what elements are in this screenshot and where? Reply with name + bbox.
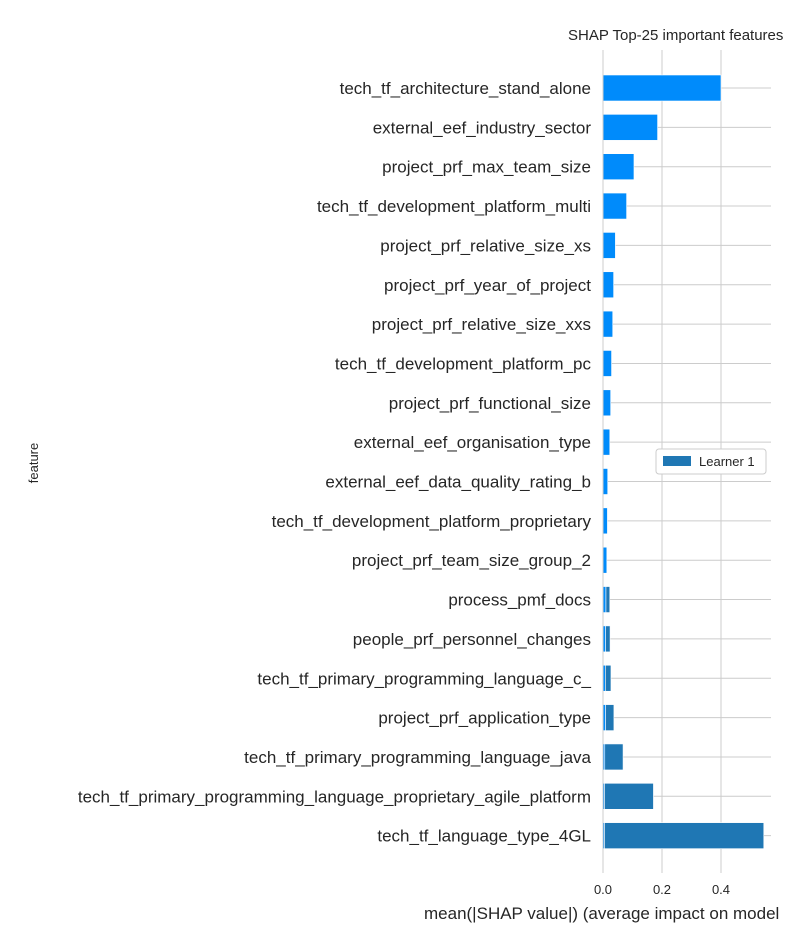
feature-label: tech_tf_language_type_4GL (377, 827, 591, 846)
x-tick-label: 0.4 (712, 882, 730, 897)
bar-learner-1[interactable] (605, 586, 611, 613)
feature-label: external_eef_industry_sector (373, 118, 592, 137)
feature-label: project_prf_team_size_group_2 (352, 551, 591, 570)
chart-title: SHAP Top-25 important features (568, 27, 783, 44)
feature-label: external_eef_organisation_type (354, 433, 591, 452)
feature-label: project_prf_max_team_size (382, 158, 591, 177)
feature-label: tech_tf_development_platform_pc (335, 354, 592, 373)
bar-primary[interactable] (602, 232, 616, 259)
x-axis-label: mean(|SHAP value|) (average impact on mo… (424, 904, 779, 923)
feature-label: tech_tf_development_platform_proprietary (272, 512, 592, 531)
bar-primary[interactable] (602, 153, 635, 180)
legend-label-learner-1: Learner 1 (699, 454, 755, 469)
x-tick-labels: 0.0 0.2 0.4 (594, 882, 730, 897)
feature-label: process_pmf_docs (448, 591, 591, 610)
feature-label: tech_tf_primary_programming_language_c_ (257, 669, 591, 688)
bar-primary[interactable] (602, 271, 614, 299)
feature-label: project_prf_functional_size (389, 394, 591, 413)
bar-learner-1[interactable] (604, 743, 624, 771)
feature-label: project_prf_application_type (378, 709, 591, 728)
feature-label: project_prf_year_of_project (384, 276, 591, 295)
feature-label: project_prf_relative_size_xs (380, 236, 591, 255)
bar-primary[interactable] (602, 546, 608, 574)
bar-primary[interactable] (602, 350, 612, 377)
bar-learner-1[interactable] (605, 664, 612, 692)
y-axis-label: feature (26, 443, 41, 483)
feature-label: tech_tf_primary_programming_language_jav… (244, 748, 591, 767)
feature-label: tech_tf_architecture_stand_alone (340, 79, 591, 98)
bar-learner-1[interactable] (605, 625, 611, 653)
feature-label: tech_tf_development_platform_multi (317, 197, 591, 216)
bar-primary[interactable] (602, 428, 611, 456)
bar-learner-1[interactable] (604, 822, 765, 849)
feature-label: tech_tf_primary_programming_language_pro… (78, 787, 591, 806)
bar-primary[interactable] (602, 192, 627, 220)
bar-primary[interactable] (602, 468, 609, 495)
legend-swatch-learner-1 (663, 456, 691, 466)
bar-primary[interactable] (602, 114, 658, 141)
bar-layer (602, 74, 765, 849)
feature-label: project_prf_relative_size_xxs (372, 315, 591, 334)
bar-learner-1[interactable] (604, 782, 654, 810)
bar-primary[interactable] (602, 507, 608, 535)
feature-label: people_prf_personnel_changes (353, 630, 591, 649)
feature-label: external_eef_data_quality_rating_b (325, 473, 591, 492)
x-tick-label: 0.2 (653, 882, 671, 897)
bar-learner-1[interactable] (605, 704, 615, 731)
feature-labels: tech_tf_architecture_stand_alone external… (78, 79, 592, 846)
bar-primary[interactable] (602, 74, 722, 102)
bar-primary[interactable] (602, 389, 611, 417)
legend-frame (655, 448, 767, 475)
x-tick-label: 0.0 (594, 882, 612, 897)
legend[interactable]: Learner 1 (655, 448, 767, 475)
bar-primary[interactable] (602, 310, 614, 338)
